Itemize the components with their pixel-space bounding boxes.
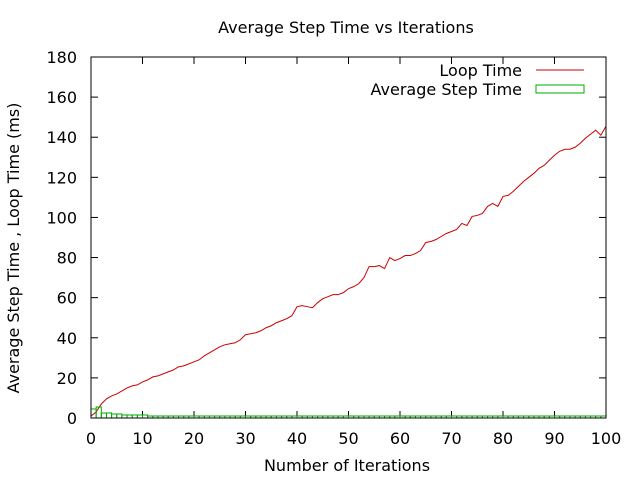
y-tick-label: 0 — [67, 409, 77, 428]
x-tick-label: 0 — [86, 429, 96, 448]
y-tick-label: 40 — [57, 329, 77, 348]
x-tick-label: 20 — [184, 429, 204, 448]
series-bar-average-step-time — [100, 412, 107, 419]
y-tick-label: 20 — [57, 369, 77, 388]
x-axis-label: Number of Iterations — [264, 456, 430, 475]
y-tick-label: 140 — [46, 128, 77, 147]
y-tick-label: 80 — [57, 249, 77, 268]
tick-layer: 0 10 20 30 40 50 60 70 80 90 100 0 20 40 60 80 100 120 140… — [46, 48, 621, 448]
y-axis-label: Average Step Time , Loop Time (ms) — [4, 103, 23, 394]
series-bar-average-step-time — [116, 413, 123, 419]
x-tick-label: 60 — [390, 429, 410, 448]
legend-swatch-box — [535, 84, 585, 94]
y-tick-label: 60 — [57, 289, 77, 308]
y-tick-label: 100 — [46, 208, 77, 227]
legend-label: Average Step Time — [371, 80, 522, 99]
x-tick-label: 50 — [338, 429, 358, 448]
x-tick-label: 40 — [287, 429, 307, 448]
legend-label: Loop Time — [439, 61, 522, 80]
series-layer — [90, 125, 607, 419]
series-bar-average-step-time — [105, 412, 113, 419]
x-tick-label: 90 — [544, 429, 564, 448]
x-tick-label: 100 — [591, 429, 622, 448]
y-tick-label: 160 — [46, 88, 77, 107]
chart-title: Average Step Time vs Iterations — [218, 18, 474, 37]
y-tick-label: 180 — [46, 48, 77, 67]
x-tick-label: 70 — [441, 429, 461, 448]
series-bar-average-step-time — [111, 413, 118, 419]
y-tick-label: 120 — [46, 168, 77, 187]
plot-frame — [90, 56, 607, 419]
x-tick-label: 10 — [132, 429, 152, 448]
series-line-loop-time — [90, 125, 607, 417]
x-tick-label: 80 — [493, 429, 513, 448]
x-tick-label: 30 — [235, 429, 255, 448]
